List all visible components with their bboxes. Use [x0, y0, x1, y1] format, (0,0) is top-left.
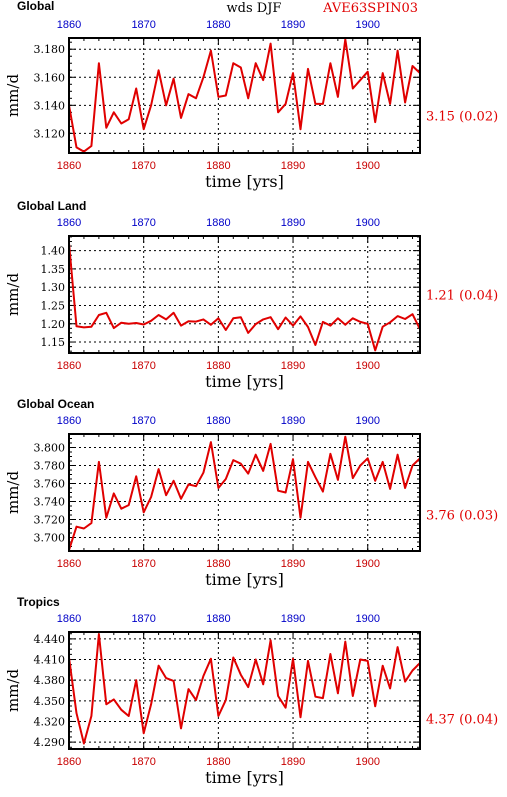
x-tick-label-top: 1890 — [281, 217, 305, 229]
x-tick-label-top: 1870 — [131, 415, 155, 427]
x-tick-label-top: 1860 — [57, 19, 81, 31]
x-tick-label-top: 1900 — [355, 217, 379, 229]
header-left-title: Global — [17, 0, 54, 13]
plot-frame — [68, 631, 421, 750]
x-tick-label-bottom: 1870 — [131, 360, 155, 372]
x-tick-label-top: 1890 — [281, 415, 305, 427]
x-tick-label-top: 1880 — [206, 19, 230, 31]
x-tick-label-bottom: 1900 — [355, 160, 379, 172]
y-tick-label: 4.350 — [34, 695, 66, 708]
x-tick-label-top: 1900 — [355, 415, 379, 427]
x-tick-label-bottom: 1880 — [206, 360, 230, 372]
y-tick-label: 1.25 — [41, 299, 66, 312]
x-tick-label-top: 1900 — [355, 613, 379, 625]
y-tick-label: 4.290 — [34, 736, 66, 749]
chart-panels: 3.120 3.140 3.160 3.180 1860 1860 1870 1870 1880… — [4, 19, 498, 787]
stat-label: 3.15 (0.02) — [426, 110, 498, 125]
x-tick-label-top: 1860 — [57, 613, 81, 625]
grid — [69, 434, 420, 551]
panel-3: Global Ocean 3.700 3.720 3.740 3.760 3.780 3.8… — [4, 397, 498, 589]
y-tick-label: 1.30 — [41, 281, 66, 294]
panel-2: Global Land 1.15 1.20 1.25 1.30 1.35 1.40 1860 1… — [4, 199, 498, 391]
y-tick-label: 1.15 — [41, 336, 66, 349]
x-tick-label-top: 1870 — [131, 613, 155, 625]
x-axis-label: time [yrs] — [205, 768, 284, 787]
x-tick-label-top: 1890 — [281, 19, 305, 31]
stat-label: 3.76 (0.03) — [426, 509, 498, 524]
x-tick-label-bottom: 1900 — [355, 360, 379, 372]
x-axis-label: time [yrs] — [205, 172, 284, 191]
x-tick-label-bottom: 1870 — [131, 558, 155, 570]
x-tick-label-bottom: 1870 — [131, 160, 155, 172]
header-right-title: AVE63SPIN03 — [322, 1, 418, 16]
y-tick-label: 1.40 — [41, 245, 66, 258]
series-line — [69, 633, 420, 745]
panel-1: 3.120 3.140 3.160 3.180 1860 1860 1870 1870 1880… — [4, 19, 498, 191]
y-tick-label: 3.160 — [34, 71, 66, 84]
grid — [69, 236, 420, 353]
series-line — [69, 243, 420, 352]
y-axis-label: mm/d — [4, 669, 22, 713]
y-tick-label: 4.440 — [34, 633, 66, 646]
x-tick-label-bottom: 1880 — [206, 160, 230, 172]
y-tick-label: 4.320 — [34, 715, 66, 728]
x-tick-label-bottom: 1860 — [57, 360, 81, 372]
x-tick-label-top: 1860 — [57, 415, 81, 427]
x-tick-label-top: 1870 — [131, 19, 155, 31]
x-tick-label-bottom: 1860 — [57, 160, 81, 172]
x-tick-label-bottom: 1890 — [281, 160, 305, 172]
y-tick-label: 3.180 — [34, 43, 66, 56]
x-tick-label-bottom: 1900 — [355, 558, 379, 570]
y-tick-label: 3.120 — [34, 127, 66, 140]
stat-label: 4.37 (0.04) — [426, 713, 498, 728]
x-tick-label-top: 1880 — [206, 613, 230, 625]
y-tick-label: 3.760 — [34, 478, 66, 491]
panel-title: Tropics — [17, 595, 60, 609]
x-tick-label-bottom: 1870 — [131, 756, 155, 768]
x-tick-label-bottom: 1880 — [206, 558, 230, 570]
y-axis-label: mm/d — [4, 273, 22, 317]
header-center-title: wds DJF — [227, 1, 282, 16]
y-tick-label: 4.410 — [34, 654, 66, 667]
plot-frame — [68, 433, 421, 552]
x-tick-label-bottom: 1860 — [57, 756, 81, 768]
x-tick-label-bottom: 1890 — [281, 360, 305, 372]
grid — [69, 38, 420, 153]
x-tick-label-top: 1860 — [57, 217, 81, 229]
panel-4: Tropics 4.290 4.320 4.350 4.380 4.410 4.440 186… — [4, 595, 498, 787]
y-tick-label: 3.800 — [34, 442, 66, 455]
x-axis-label: time [yrs] — [205, 372, 284, 391]
y-tick-label: 1.35 — [41, 263, 66, 276]
y-tick-label: 3.720 — [34, 514, 66, 527]
series-line — [69, 435, 420, 551]
series-line — [69, 38, 420, 153]
y-axis-label: mm/d — [4, 74, 22, 118]
stat-label: 1.21 (0.04) — [426, 289, 498, 304]
x-tick-label-top: 1880 — [206, 217, 230, 229]
y-tick-label: 3.700 — [34, 532, 66, 545]
y-tick-label: 1.20 — [41, 318, 66, 331]
x-tick-label-bottom: 1890 — [281, 756, 305, 768]
panel-title: Global Land — [17, 199, 86, 213]
y-axis-label: mm/d — [4, 471, 22, 515]
grid — [69, 632, 420, 749]
x-tick-label-top: 1900 — [355, 19, 379, 31]
y-tick-label: 3.780 — [34, 460, 66, 473]
plot-frame — [68, 235, 421, 354]
x-tick-label-bottom: 1880 — [206, 756, 230, 768]
x-tick-label-top: 1890 — [281, 613, 305, 625]
y-tick-label: 4.380 — [34, 674, 66, 687]
plot-frame — [68, 37, 421, 154]
x-tick-label-bottom: 1900 — [355, 756, 379, 768]
x-tick-label-bottom: 1860 — [57, 558, 81, 570]
y-tick-label: 3.740 — [34, 496, 66, 509]
x-tick-label-bottom: 1890 — [281, 558, 305, 570]
x-tick-label-top: 1880 — [206, 415, 230, 427]
y-tick-label: 3.140 — [34, 99, 66, 112]
x-axis-label: time [yrs] — [205, 570, 284, 589]
panel-title: Global Ocean — [17, 397, 94, 411]
x-tick-label-top: 1870 — [131, 217, 155, 229]
